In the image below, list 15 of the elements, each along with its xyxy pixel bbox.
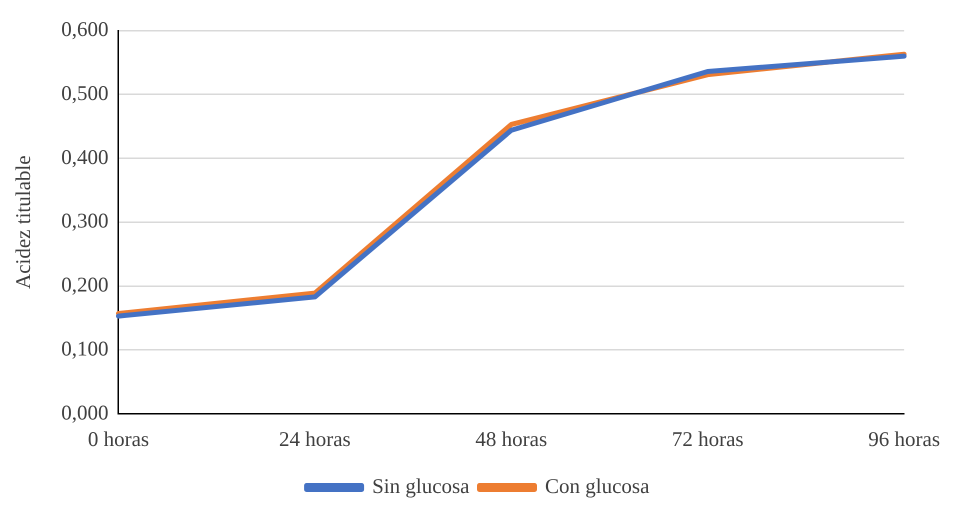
y-tick-label: 0,100	[61, 336, 108, 360]
y-tick-label: 0,200	[61, 272, 108, 297]
y-tick-label: 0,500	[61, 80, 108, 105]
y-tick-label: 0,400	[61, 144, 108, 169]
x-tick-label: 48 horas	[475, 426, 548, 451]
y-tick-label: 0,600	[61, 17, 108, 42]
y-tick-label: 0,300	[61, 208, 108, 233]
legend-label: Con glucosa	[545, 474, 650, 498]
x-tick-label: 0 horas	[88, 426, 150, 451]
x-tick-label: 96 horas	[868, 426, 940, 451]
y-tick-label: 0,000	[61, 400, 108, 424]
y-axis-title: Acidez titulable	[11, 155, 36, 289]
x-tick-label: 24 horas	[278, 426, 351, 451]
legend-label: Sin glucosa	[372, 474, 470, 498]
x-tick-label: 72 horas	[672, 426, 744, 451]
